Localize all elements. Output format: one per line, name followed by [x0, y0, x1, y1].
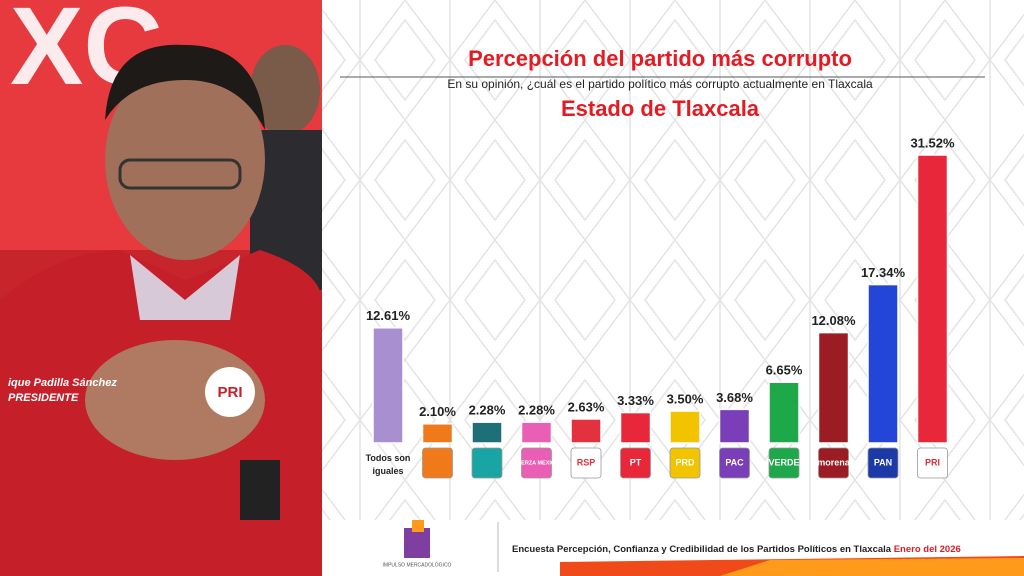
bar	[867, 283, 899, 444]
chart-title: Percepción del partido más corrupto	[468, 46, 852, 71]
value-label: 2.28%	[469, 403, 506, 418]
party-logo	[719, 447, 750, 479]
party-logo	[818, 447, 849, 479]
bar	[372, 327, 404, 444]
photo: XC ique Padilla Sánchez PRESIDENTE PRI	[0, 0, 322, 576]
footer: IMPULSO MERCADOLÓGICO Encuesta Percepció…	[383, 520, 1024, 576]
value-label: 3.50%	[667, 391, 704, 406]
value-label: 2.28%	[518, 403, 555, 418]
party-logo	[521, 447, 552, 479]
bar	[916, 154, 949, 444]
bar	[768, 381, 800, 444]
badge-title: PRESIDENTE	[8, 392, 79, 404]
bar	[471, 421, 503, 444]
badge-logo-bg	[205, 367, 255, 417]
badge-logo: PRI	[217, 384, 242, 401]
x-tick-label: PRI	[925, 457, 940, 467]
x-tick-label: VERDE	[768, 457, 799, 467]
x-tick-label: PRD	[675, 457, 695, 467]
bar	[570, 418, 602, 444]
value-label: 12.61%	[366, 308, 411, 323]
value-label: 2.63%	[568, 399, 605, 414]
bar	[520, 421, 553, 444]
bar	[619, 411, 652, 444]
source-text: Encuesta Percepción, Confianza y Credibi…	[512, 544, 892, 555]
x-tick-label: PAN	[874, 457, 892, 467]
bar	[718, 408, 751, 444]
value-label: 3.33%	[617, 393, 654, 408]
bar	[669, 410, 701, 444]
value-label: 12.08%	[811, 313, 856, 328]
region: Estado de Tlaxcala	[561, 96, 760, 121]
chart-subtitle: En su opinión, ¿cuál es el partido polít…	[447, 77, 873, 91]
value-label: 2.10%	[419, 404, 456, 419]
party-logo	[867, 447, 899, 479]
badge-name: ique Padilla Sánchez	[8, 377, 117, 389]
date: Enero del 2026	[894, 544, 961, 555]
party-logo	[620, 447, 651, 479]
value-label: 31.52%	[910, 135, 955, 150]
party-logo	[471, 447, 503, 479]
party-logo	[422, 447, 453, 479]
x-tick-label: FUERZA MEXICO	[514, 460, 560, 466]
party-logo	[768, 447, 800, 479]
source: Encuesta Percepción, Confianza y Credibi…	[512, 544, 961, 555]
bar	[421, 423, 454, 444]
x-tick-label: morena	[817, 457, 851, 467]
bar	[817, 331, 850, 444]
party-logo	[570, 447, 602, 479]
x-tick-label: PAC	[725, 457, 744, 467]
value-label: 17.34%	[861, 265, 906, 280]
value-label: 3.68%	[716, 390, 753, 405]
value-label: 6.65%	[766, 363, 803, 378]
brand: IMPULSO MERCADOLÓGICO	[383, 561, 452, 568]
party-logo	[669, 447, 701, 479]
party-logo	[917, 447, 948, 479]
x-tick-label: RSP	[577, 457, 596, 467]
x-tick-label: Todos son iguales	[365, 453, 411, 476]
x-tick-label: PT	[630, 457, 642, 467]
